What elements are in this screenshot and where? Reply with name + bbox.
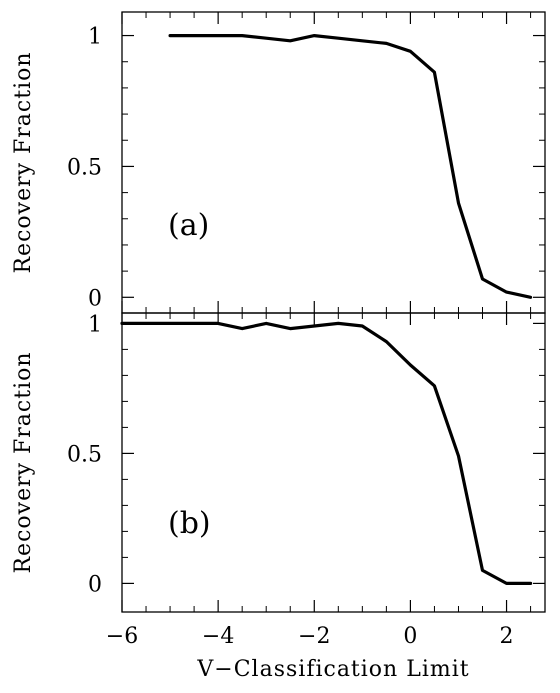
x-tick-label: 2 [500,624,514,649]
panel-b: 0 0.5 1 −6 −4 −2 0 2 (b) Recovery Fraction V−Class… [11,312,546,682]
y-tick-label: 0.5 [67,442,102,467]
y-tick-label: 0.5 [67,155,102,180]
panel-label: (a) [168,208,209,243]
y-tick-label: 1 [88,312,102,337]
plot-frame [121,11,546,314]
data-line [120,321,533,586]
x-tick-label: −6 [106,624,138,649]
x-tick-label: −2 [298,624,330,649]
y-tick-label: 0 [88,286,102,311]
panel-label: (b) [168,506,211,541]
y-tick-label: 1 [88,25,102,50]
plot-frame [121,312,546,613]
x-axis-label: V−Classification Limit [196,657,469,682]
data-line [168,33,533,299]
x-tick-label: −4 [202,624,234,649]
y-axis-label: Recovery Fraction [11,351,36,573]
y-tick-label: 0 [88,572,102,597]
panel-a: 0 0.5 1 (a) Recovery Fraction [11,11,546,314]
y-axis-label: Recovery Fraction [11,51,36,273]
x-tick-label: 0 [403,624,417,649]
